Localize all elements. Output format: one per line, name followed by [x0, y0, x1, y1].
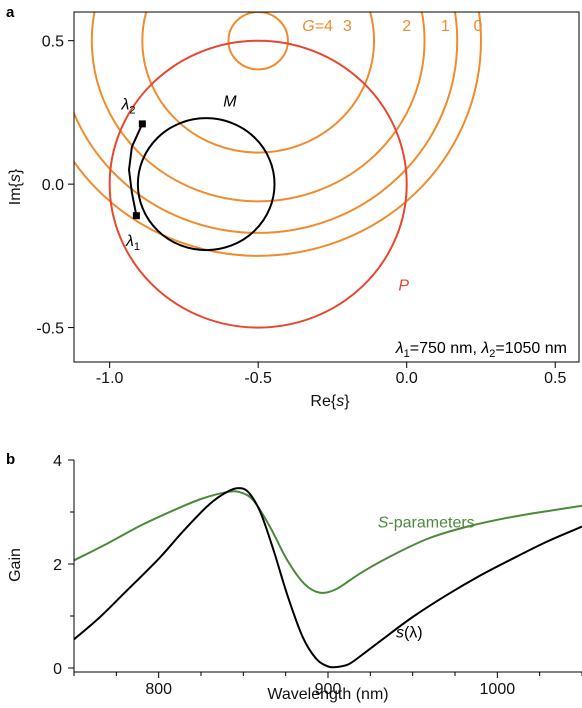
panel-b-ylabel: Gain — [7, 548, 24, 582]
a-ytick-label-0: -0.5 — [36, 321, 64, 338]
m-circle — [136, 117, 276, 252]
gain-circle-g1 — [74, 12, 459, 234]
gain-circle-g3 — [141, 12, 375, 154]
panel-b-ticks: 800 900 1000 0 2 4 — [53, 453, 582, 698]
gain-label-g0: 0 — [474, 18, 483, 35]
b-ytick-label-0: 0 — [53, 661, 62, 678]
s-lambda-label-rest: (λ) — [404, 625, 423, 642]
gain-label-g1: 1 — [441, 18, 450, 35]
panel-a-xlabel-pre: Re{ — [310, 393, 336, 410]
s-lambda-line — [74, 487, 582, 669]
s-parameters-label: S-parameters — [378, 514, 475, 531]
panel-a-ylabel-post: } — [7, 168, 24, 174]
panel-a-xlabel-var: s — [336, 393, 344, 410]
panel-a-ticks: -1.0 -0.5 0.0 0.5 -0.5 0.0 0.5 — [36, 34, 566, 387]
b-ytick-label-1: 2 — [53, 557, 62, 574]
panel-a-frame — [73, 11, 580, 363]
b-xtick-label-1: 900 — [315, 681, 342, 698]
gain-circle-g2 — [90, 12, 426, 203]
a-xtick-label-2: 0.0 — [396, 370, 418, 387]
a-xtick-label-0: -1.0 — [96, 370, 124, 387]
panel-a-xlabel: Re{s} — [310, 393, 350, 410]
panel-label-b: b — [6, 451, 15, 468]
b-ytick-label-2: 4 — [53, 453, 62, 470]
anno-text2: =1050 nm — [495, 340, 567, 357]
s-parameters-label-var: S — [378, 514, 389, 531]
panel-a-plot — [74, 12, 482, 329]
lambda1-marker — [132, 212, 140, 220]
b-xtick-label-2: 1000 — [480, 681, 516, 698]
gain-label-g2: 2 — [402, 18, 411, 35]
a-xtick-label-3: 0.5 — [544, 370, 566, 387]
panel-b-xlabel: Wavelength (nm) — [267, 686, 388, 703]
gain-circle-g0 — [74, 12, 482, 257]
gain-label-g3: 3 — [343, 18, 352, 35]
lambda2-label-symbol: λ — [121, 97, 130, 114]
anno-sub2: 2 — [489, 348, 495, 360]
passive-circle — [108, 39, 408, 329]
s-trajectory — [128, 123, 144, 216]
m-circle-label: M — [223, 94, 237, 111]
panel-a-ylabel-pre: Im{ — [7, 181, 24, 205]
panel-a-ylabel-var: s — [7, 174, 24, 182]
a-ytick-label-1: 0.0 — [42, 177, 64, 194]
gain-label-g4: G=4 — [302, 18, 333, 35]
lambda1-label: λ1 — [125, 233, 140, 253]
panel-label-a: a — [6, 4, 15, 21]
anno-lambda2: λ — [480, 340, 489, 357]
passive-circle-label: P — [398, 277, 409, 294]
panel-a-ylabel: Im{s} — [7, 168, 24, 205]
wavelength-range-annotation: λ1=750 nm, λ2=1050 nm — [395, 340, 567, 360]
gain-label-g4-value: =4 — [315, 18, 333, 35]
a-ytick-label-2: 0.5 — [42, 34, 64, 51]
s-parameters-label-rest: -parameters — [388, 514, 474, 531]
lambda2-marker — [138, 120, 146, 128]
b-xtick-label-0: 800 — [145, 681, 172, 698]
s-parameters-line — [74, 490, 582, 594]
anno-text1: =750 nm, — [410, 340, 482, 357]
s-lambda-label: s(λ) — [396, 625, 423, 642]
lambda2-label: λ2 — [121, 97, 136, 117]
lambda1-label-symbol: λ — [125, 233, 134, 250]
anno-sub1: 1 — [404, 348, 410, 360]
s-lambda-label-var: s — [396, 625, 404, 642]
panel-b-plot — [74, 487, 582, 669]
gain-label-g4-var: G — [302, 18, 314, 35]
anno-lambda1: λ — [395, 340, 404, 357]
lambda2-label-sub: 2 — [129, 105, 135, 117]
panel-a-xlabel-post: } — [344, 393, 350, 410]
a-xtick-label-1: -0.5 — [244, 370, 272, 387]
lambda1-label-sub: 1 — [134, 241, 140, 253]
